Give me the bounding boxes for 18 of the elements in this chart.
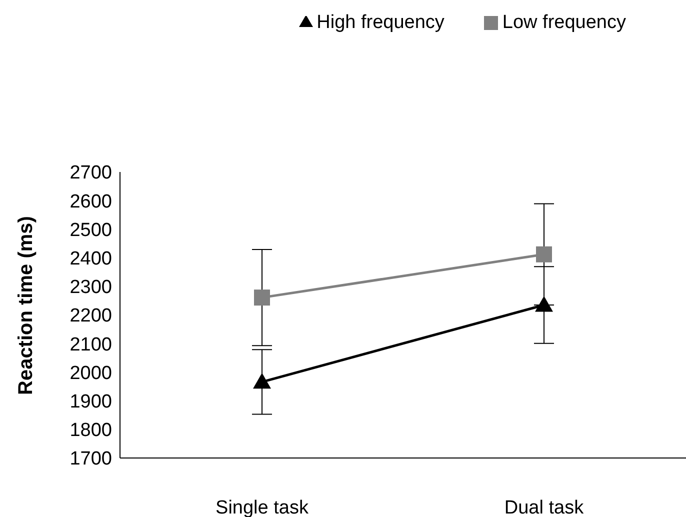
y-tick-label: 2400 <box>70 248 112 270</box>
y-tick-label: 2500 <box>70 220 112 241</box>
legend-label: High frequency <box>316 12 444 33</box>
y-tick-label: 2000 <box>70 362 112 384</box>
legend-label: Low frequency <box>502 12 626 33</box>
point <box>536 246 552 262</box>
y-axis-title: Reaction time (ms) <box>15 216 38 395</box>
y-tick-label: 2100 <box>70 334 112 356</box>
y-tick-label: 2700 <box>70 162 112 184</box>
y-tick-label: 1700 <box>70 448 112 470</box>
y-tick-label: 2200 <box>70 306 112 327</box>
y-tick-label: 1900 <box>70 392 112 413</box>
point <box>254 290 270 306</box>
y-tick-label: 2300 <box>70 277 112 298</box>
x-tick-label: Dual task <box>504 497 584 517</box>
x-tick-label: Single task <box>216 497 309 517</box>
y-tick-label: 1800 <box>70 420 112 442</box>
y-tick-label: 2600 <box>70 191 112 212</box>
